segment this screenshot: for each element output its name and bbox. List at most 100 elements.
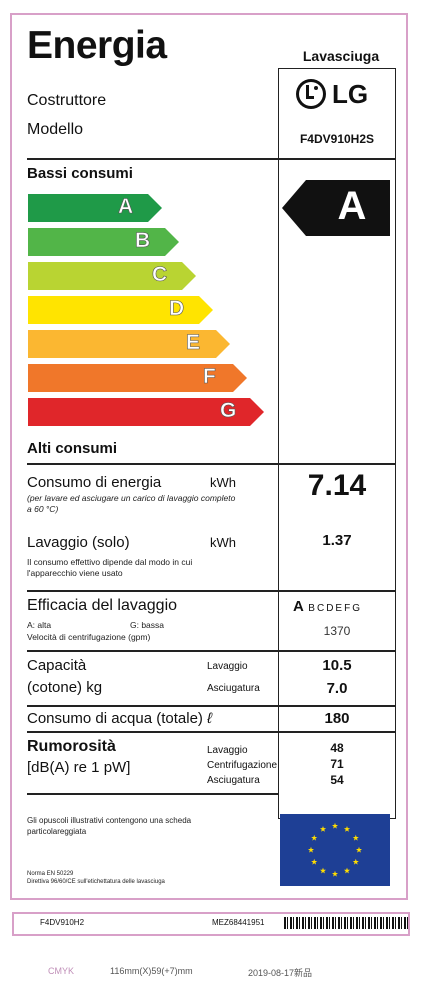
scale-class-letter: F	[203, 365, 216, 389]
manufacturer-label: Costruttore	[27, 92, 107, 109]
scale-class-letter: G	[220, 399, 237, 423]
divider	[27, 705, 396, 707]
noise-spin-label: Centrifugazione	[207, 760, 278, 771]
wash-efficiency-label: Efficacia del lavaggio	[27, 597, 178, 614]
scale-class-g: G	[28, 398, 264, 426]
energy-consumption-label: Consumo di energia	[27, 474, 162, 491]
noise-dry-label: Asciugatura	[207, 775, 260, 786]
scale-class-a: A	[28, 194, 162, 222]
scale-arrow-shape	[28, 262, 196, 290]
scale-arrow-shape	[28, 296, 213, 324]
scale-arrow-shape	[28, 330, 230, 358]
label-title: Energia	[27, 24, 167, 67]
efficiency-class-current: A	[293, 598, 304, 615]
noise-wash-value: 48	[330, 741, 344, 755]
brand-logo: LG	[290, 73, 390, 115]
lg-logo-icon	[296, 79, 326, 109]
scale-class-letter: E	[186, 331, 201, 355]
scale-class-d: D	[28, 296, 213, 324]
print-colors: CMYK	[48, 966, 75, 976]
energy-label-frame	[10, 13, 408, 900]
class-pointer-arrow	[282, 180, 390, 236]
efficiency-class-rest: BCDEFG	[308, 603, 362, 614]
model-strip	[12, 912, 410, 936]
current-class-letter: A	[337, 184, 367, 228]
capacity-wash-label: Lavaggio	[207, 661, 248, 672]
divider	[27, 650, 396, 652]
water-label-text: Consumo di acqua (totale)	[27, 710, 203, 727]
print-date: 2019-08-17新品	[248, 968, 313, 978]
eu-flag	[280, 814, 390, 886]
eu-star	[331, 822, 339, 829]
capacity-unit-label: (cotone) kg	[27, 679, 103, 696]
energy-value: 7.14	[307, 469, 367, 502]
capacity-dry-label: Asciugatura	[207, 683, 260, 694]
scale-class-e: E	[28, 330, 230, 358]
eu-star	[319, 826, 327, 832]
divider	[27, 463, 396, 465]
spin-speed-label: Velocità di centrifugazione (gpm)	[27, 632, 151, 642]
scale-bottom-label: Alti consumi	[27, 440, 118, 457]
divider	[27, 731, 396, 733]
capacity-wash-value: 10.5	[322, 657, 352, 674]
scale-class-letter: A	[118, 195, 134, 219]
scale-arrow-shape	[28, 364, 247, 392]
eu-star	[331, 870, 339, 877]
water-value: 180	[324, 710, 350, 727]
energy-unit: kWh	[210, 475, 236, 490]
scale-class-letter: B	[135, 229, 151, 253]
strip-code: MEZ68441951	[212, 918, 265, 927]
current-class-indicator: A	[282, 180, 390, 236]
divider	[27, 793, 278, 795]
brand-name: LG	[332, 79, 369, 109]
wash-efficiency-class: A BCDEFG	[293, 598, 393, 616]
noise-spin-value: 71	[330, 757, 344, 771]
scale-top-label: Bassi consumi	[27, 165, 133, 182]
efficiency-low-legend: G: bassa	[130, 620, 165, 630]
spin-speed-value: 1370	[323, 624, 351, 638]
noise-dry-value: 54	[330, 773, 344, 787]
eu-star	[307, 846, 315, 853]
scale-arrow-shape	[28, 398, 264, 426]
noise-wash-label: Lavaggio	[207, 745, 248, 756]
directive-text: Direttiva 96/60/CE sull'etichettatura de…	[27, 879, 165, 885]
eu-star	[352, 858, 359, 865]
water-unit: ℓ	[207, 710, 212, 727]
wash-only-label: Lavaggio (solo)	[27, 534, 130, 551]
eu-star	[319, 867, 327, 874]
model-label: Modello	[27, 121, 84, 138]
divider	[27, 590, 396, 592]
eu-star	[311, 834, 318, 841]
efficiency-high-legend: A: alta	[27, 620, 52, 630]
print-size: 116mm(X)59(+7)mm	[110, 966, 193, 976]
appliance-type: Lavasciuga	[302, 48, 380, 64]
noise-unit-label: [dB(A) re 1 pW]	[27, 759, 131, 776]
wash-only-value: 1.37	[322, 532, 352, 549]
wash-only-note: Il consumo effettivo dipende dal modo in…	[27, 557, 193, 578]
scale-class-letter: D	[169, 297, 185, 321]
divider	[27, 158, 396, 160]
eu-stars-icon	[307, 822, 363, 877]
eu-star	[352, 834, 359, 841]
water-consumption-label: Consumo di acqua (totale) ℓ	[27, 710, 212, 727]
eu-star	[343, 867, 351, 874]
barcode	[284, 917, 408, 929]
scale-class-c: C	[28, 262, 196, 290]
scale-class-letter: C	[152, 263, 168, 287]
scale-class-b: B	[28, 228, 179, 256]
capacity-label: Capacità	[27, 657, 87, 674]
scale-arrow-shape	[28, 228, 179, 256]
norm-text: Norma EN 50229	[27, 871, 74, 877]
eu-star	[355, 846, 363, 853]
model-number: F4DV910H2S	[299, 132, 375, 146]
eu-star	[311, 858, 318, 865]
capacity-dry-value: 7.0	[326, 680, 348, 697]
brochure-note: Gli opuscoli illustrativi contengono una…	[27, 816, 192, 836]
wash-only-unit: kWh	[210, 535, 236, 550]
scale-arrow-shape	[28, 194, 162, 222]
strip-model: F4DV910H2	[40, 918, 85, 927]
energy-note: (per lavare ed asciugare un carico di la…	[27, 493, 236, 514]
scale-class-f: F	[28, 364, 247, 392]
noise-label: Rumorosità	[27, 738, 116, 755]
eu-star	[343, 826, 351, 832]
